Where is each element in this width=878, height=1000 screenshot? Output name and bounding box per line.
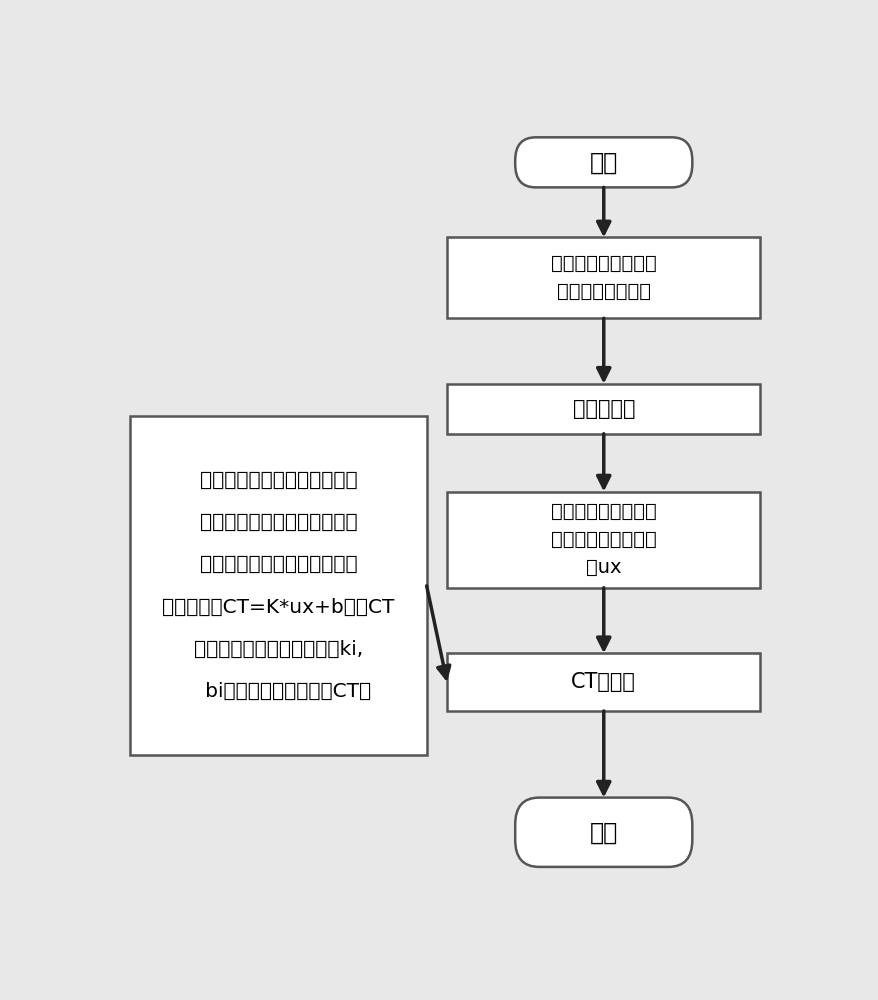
- Text: 气，水模，体模获得投影数据: 气，水模，体模获得投影数据: [199, 513, 356, 532]
- Text: 结束: 结束: [589, 820, 617, 844]
- Bar: [447, 384, 759, 434]
- Bar: [447, 653, 759, 711]
- Text: 在不同扫描条件下分别扫描空: 在不同扫描条件下分别扫描空: [199, 470, 356, 489]
- Text: CT值校正: CT值校正: [571, 672, 636, 692]
- FancyBboxPatch shape: [515, 137, 692, 187]
- Text: 滤波反投影进行图像
重建得到物质衰减系
数ux: 滤波反投影进行图像 重建得到物质衰减系 数ux: [551, 502, 656, 577]
- Text: bi），此参数用与校正CT值: bi），此参数用与校正CT值: [186, 682, 371, 701]
- Bar: [447, 492, 759, 588]
- FancyBboxPatch shape: [515, 798, 692, 867]
- Text: 数据预处理: 数据预处理: [572, 399, 634, 419]
- Bar: [130, 416, 426, 755]
- Text: 开始: 开始: [589, 150, 617, 174]
- Text: 设置扫描条件扫描模
体，获取投影数据: 设置扫描条件扫描模 体，获取投影数据: [551, 254, 656, 301]
- Text: 据目标函数CT=K*ux+b进行CT: 据目标函数CT=K*ux+b进行CT: [162, 598, 394, 617]
- Text: 并重建得到物质衰减系数，依: 并重建得到物质衰减系数，依: [199, 555, 356, 574]
- Text: 值与衰减系数拟合，求出（ki,: 值与衰减系数拟合，求出（ki,: [194, 640, 363, 659]
- Bar: [447, 237, 759, 318]
